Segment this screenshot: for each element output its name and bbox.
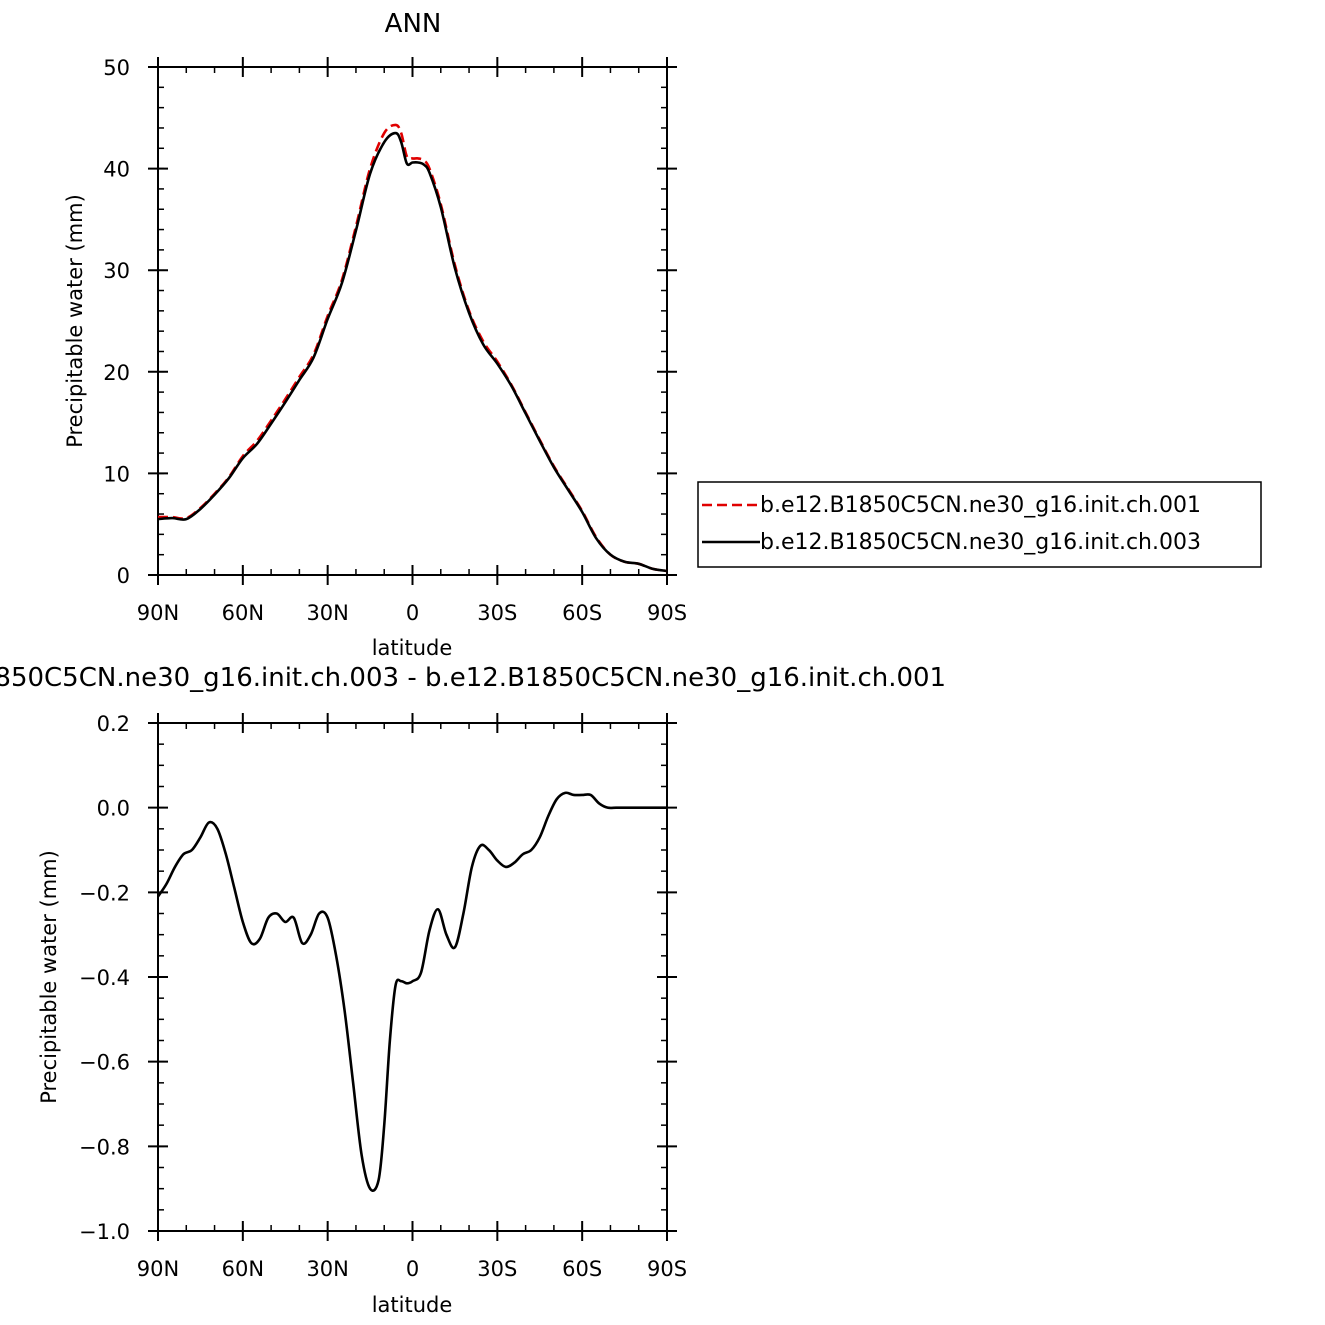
top-panel: ANN 90N 60N 30N 0 30S 60S 90S 0 10 20 30 40 50 lati…	[63, 9, 687, 660]
bottom-y-tick-label: −1.0	[79, 1220, 130, 1244]
bottom-x-tick-label: 30N	[306, 1257, 348, 1281]
top-x-tick-label: 0	[406, 601, 419, 625]
legend-label-001: b.e12.B1850C5CN.ne30_g16.init.ch.001	[760, 493, 1201, 518]
top-x-tick-label: 60N	[222, 601, 264, 625]
top-x-tick-label: 90N	[137, 601, 179, 625]
top-chart-title: ANN	[385, 9, 442, 39]
legend-box	[697, 481, 1262, 568]
bottom-series-lines	[156, 791, 667, 1192]
legend: b.e12.B1850C5CN.ne30_g16.init.ch.001 b.e…	[697, 481, 1262, 568]
bottom-y-tick-label: 0.0	[97, 797, 130, 821]
bottom-y-tick-label: −0.2	[79, 881, 130, 905]
top-x-tick-label: 30S	[477, 601, 517, 625]
bottom-plot-frame	[157, 722, 668, 1232]
top-x-tick-label: 30N	[306, 601, 348, 625]
top-y-tick-label: 30	[103, 259, 130, 283]
top-plot-frame	[157, 66, 668, 576]
top-y-tick-label: 20	[103, 361, 130, 385]
bottom-y-tick-label: −0.6	[79, 1051, 130, 1075]
top-series-line-1	[157, 123, 668, 573]
top-y-axis-label: Precipitable water (mm)	[63, 194, 87, 448]
bottom-y-ticks: 0.2 0.0 −0.2 −0.4 −0.6 −0.8 −1.0	[79, 712, 677, 1244]
bottom-x-ticks: 90N 60N 30N 0 30S 60S 90S	[137, 713, 687, 1281]
bottom-x-tick-label: 90N	[137, 1257, 179, 1281]
legend-label-003: b.e12.B1850C5CN.ne30_g16.init.ch.003	[760, 530, 1201, 555]
top-x-ticks: 90N 60N 30N 0 30S 60S 90S	[137, 57, 687, 625]
bottom-chart-title: b.e12.B1850C5CN.ne30_g16.init.ch.003 - b…	[0, 663, 946, 693]
top-y-tick-label: 50	[103, 56, 130, 80]
bottom-y-tick-label: −0.8	[79, 1135, 130, 1159]
bottom-series-line-1	[156, 791, 667, 1192]
top-x-tick-label: 60S	[562, 601, 602, 625]
top-y-ticks: 0 10 20 30 40 50	[103, 56, 677, 588]
bottom-y-axis-label: Precipitable water (mm)	[37, 850, 61, 1104]
top-series-lines	[157, 123, 668, 573]
top-x-tick-label: 90S	[647, 601, 687, 625]
bottom-x-axis-label: latitude	[372, 1293, 453, 1317]
bottom-x-tick-label: 30S	[477, 1257, 517, 1281]
top-y-tick-label: 0	[117, 564, 130, 588]
top-y-tick-label: 40	[103, 158, 130, 182]
top-x-axis-label: latitude	[372, 636, 453, 660]
bottom-y-tick-label: 0.2	[97, 712, 130, 736]
bottom-x-tick-label: 60S	[562, 1257, 602, 1281]
bottom-x-tick-label: 0	[406, 1257, 419, 1281]
top-y-tick-label: 10	[103, 462, 130, 486]
top-series-line-2	[157, 131, 668, 573]
bottom-x-tick-label: 60N	[222, 1257, 264, 1281]
bottom-x-tick-label: 90S	[647, 1257, 687, 1281]
bottom-panel: b.e12.B1850C5CN.ne30_g16.init.ch.003 - b…	[0, 663, 946, 1317]
bottom-y-tick-label: −0.4	[79, 966, 130, 990]
